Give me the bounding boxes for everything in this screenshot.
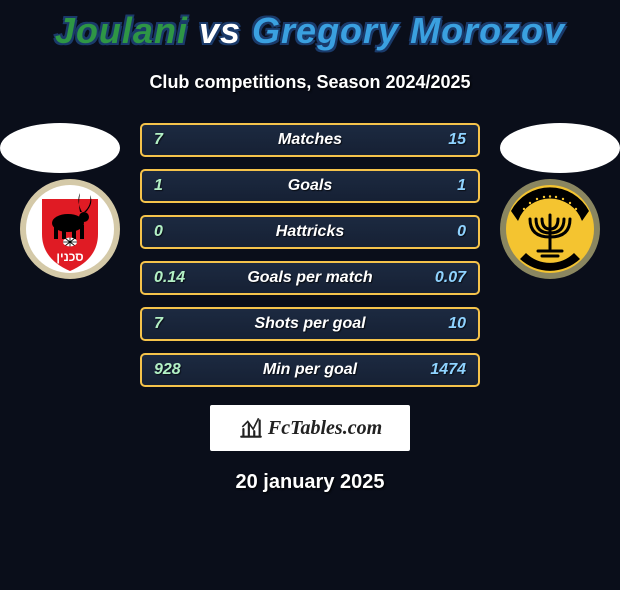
brand-badge: FcTables.com [210,405,410,451]
flag-left [0,123,120,173]
stat-right-value: 0 [457,223,466,241]
stat-left-value: 7 [154,131,163,149]
comparison-title: Joulani vs Gregory Morozov [0,10,620,52]
club-badge-left: סכנין [20,179,120,279]
stat-left-value: 7 [154,315,163,333]
stat-rows: 7Matches151Goals10Hattricks00.14Goals pe… [140,123,480,387]
date-text: 20 january 2025 [0,471,620,494]
stat-label: Goals [288,177,332,195]
player1-name: Joulani [55,10,188,51]
subtitle: Club competitions, Season 2024/2025 [0,72,620,93]
stat-row: 928 Min per goal 1474 [140,353,480,387]
stat-left-value: 928 [154,361,181,379]
stat-row: 1 Goals 1 [140,169,480,203]
flag-right [500,123,620,173]
comparison-panel: סכנין [0,123,620,387]
stat-right-value: 10 [448,315,466,333]
stat-left-value: 1 [154,177,163,195]
stat-right-value: 1474 [430,361,466,379]
stat-label: Matches [278,131,342,149]
stat-right-value: 15 [448,131,466,149]
stat-right-value: 0.07 [435,269,466,287]
stat-row: 7 Shots per goal 10 [140,307,480,341]
chart-icon [238,415,264,441]
stat-row: 0.14 Goals per match 0.07 [140,261,480,295]
stat-row: 0 Hattricks 0 [140,215,480,249]
club-badge-right [500,179,600,279]
stat-label: Shots per goal [254,315,365,333]
vs-text: vs [199,10,241,51]
svg-text:סכנין: סכנין [56,250,83,264]
player2-name: Gregory Morozov [252,10,565,51]
stat-label: Hattricks [276,223,344,241]
stat-left-value: 0 [154,223,163,241]
stat-label: Min per goal [263,361,357,379]
stat-right-value: 1 [457,177,466,195]
stat-left-value: 0.14 [154,269,185,287]
stat-row: 7 Matches 15 [140,123,480,157]
stat-label: Goals per match [247,269,372,287]
brand-text: FcTables.com [268,417,382,440]
